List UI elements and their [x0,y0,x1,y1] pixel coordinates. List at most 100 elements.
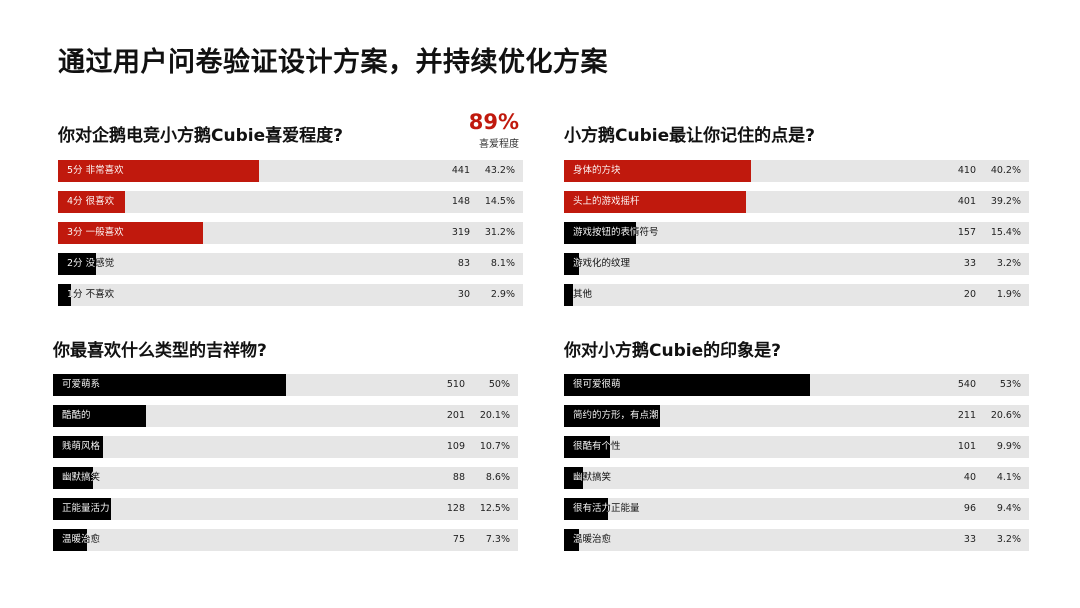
bar-label: 酷酷的 [62,405,91,427]
bar-label: 很有活力正能量 [573,498,640,520]
bar-percent: 1.9% [996,289,1021,300]
bar-row: 5分 非常喜欢 441 43.2% [58,160,523,182]
bar-percent: 3.2% [996,258,1021,269]
bar [58,253,96,275]
bar-count: 410 [957,165,976,176]
bar [53,498,112,520]
bar-percent: 14.5% [484,196,515,207]
bar [564,284,573,306]
bar-label: 4分 很喜欢 [67,191,114,213]
bar [564,191,747,213]
bar-count: 30 [457,289,470,300]
bar-percent: 40.2% [990,165,1021,176]
bar-row: 幽默搞笑 88 8.6% [53,467,518,489]
bar [58,284,72,306]
bar-count: 75 [452,534,465,545]
bar-count: 20 [963,289,976,300]
bar-percent: 31.2% [484,227,515,238]
bar [564,405,660,427]
bar-label: 其他 [573,284,592,306]
bar-percent: 15.4% [990,227,1021,238]
bar-label: 幽默搞笑 [573,467,611,489]
bar-count: 40 [963,472,976,483]
bar-count: 441 [451,165,470,176]
bar-row: 很有活力正能量 96 9.4% [564,498,1029,520]
bar-label: 贱萌风格 [62,436,100,458]
bar-row: 幽默搞笑 40 4.1% [564,467,1029,489]
bar-row: 可爱萌系 510 50% [53,374,518,396]
bar [58,160,259,182]
chart-title: 你对企鹅电竞小方鹅Cubie喜爱程度? [58,126,343,146]
bar-count: 201 [446,410,465,421]
bar-count: 101 [957,441,976,452]
chart-title: 小方鹅Cubie最让你记住的点是? [564,126,815,146]
bar-percent: 20.6% [990,410,1021,421]
bar-percent: 9.4% [996,503,1021,514]
bar-count: 88 [452,472,465,483]
bar-count: 33 [963,534,976,545]
bar-label: 可爱萌系 [62,374,100,396]
bar-count: 109 [446,441,465,452]
bar-percent: 43.2% [484,165,515,176]
bar-percent: 9.9% [996,441,1021,452]
bar-label: 1分 不喜欢 [67,284,114,306]
bar-percent: 7.3% [485,534,510,545]
bar [53,436,103,458]
bar-percent: 8.1% [490,258,515,269]
bar-row: 1分 不喜欢 30 2.9% [58,284,523,306]
highlight-label: 喜爱程度 [479,139,519,150]
bar [564,374,811,396]
bar [53,529,87,551]
bar-label: 正能量活力 [62,498,110,520]
bar-label: 5分 非常喜欢 [67,160,124,182]
bar [53,405,147,427]
bar-row: 2分 没感觉 83 8.1% [58,253,523,275]
bar-percent: 8.6% [485,472,510,483]
chart-panel-favorability: 你对企鹅电竞小方鹅Cubie喜爱程度? 89% 喜爱程度 5分 非常喜欢 441 4… [58,108,523,308]
bar-row: 酷酷的 201 20.1% [53,405,518,427]
bar-label: 2分 没感觉 [67,253,114,275]
bar-percent: 10.7% [479,441,510,452]
bar-label: 很酷有个性 [573,436,621,458]
bar-row: 温暖治愈 75 7.3% [53,529,518,551]
bar-row: 简约的方形，有点潮 211 20.6% [564,405,1029,427]
bar-count: 319 [451,227,470,238]
bar-label: 身体的方块 [573,160,621,182]
bar-label: 温暖治愈 [573,529,611,551]
bar-percent: 20.1% [479,410,510,421]
bar-row: 其他 20 1.9% [564,284,1029,306]
bar-percent: 2.9% [490,289,515,300]
bar-percent: 3.2% [996,534,1021,545]
bar [564,529,579,551]
bar-row: 温暖治愈 33 3.2% [564,529,1029,551]
bar [564,160,751,182]
bar [564,253,579,275]
bar-count: 96 [963,503,976,514]
bar-label: 游戏化的纹理 [573,253,630,275]
bar-row: 3分 一般喜欢 319 31.2% [58,222,523,244]
bar-percent: 12.5% [479,503,510,514]
bar-label: 幽默搞笑 [62,467,100,489]
bar-count: 33 [963,258,976,269]
bar-count: 540 [957,379,976,390]
bar-row: 4分 很喜欢 148 14.5% [58,191,523,213]
chart-panel-mascot-type: 你最喜欢什么类型的吉祥物? 可爱萌系 510 50% 酷酷的 201 20.1% 贱萌风格 1… [53,326,518,556]
bar-percent: 50% [488,379,510,390]
bar-row: 贱萌风格 109 10.7% [53,436,518,458]
bar-label: 3分 一般喜欢 [67,222,124,244]
bar-label: 游戏按钮的表情符号 [573,222,659,244]
bar-count: 157 [957,227,976,238]
bar-percent: 39.2% [990,196,1021,207]
bar-row: 很酷有个性 101 9.9% [564,436,1029,458]
chart-panel-impression: 你对小方鹅Cubie的印象是? 很可爱很萌 540 53% 简约的方形，有点潮 211 2… [564,326,1029,556]
bar-label: 温暖治愈 [62,529,100,551]
bar-row: 游戏按钮的表情符号 157 15.4% [564,222,1029,244]
bar-count: 148 [451,196,470,207]
chart-panel-memorable-points: 小方鹅Cubie最让你记住的点是? 身体的方块 410 40.2% 头上的游戏摇杆 40… [564,108,1029,308]
bar [53,467,93,489]
bar-count: 510 [446,379,465,390]
bar-count: 128 [446,503,465,514]
bar-row: 很可爱很萌 540 53% [564,374,1029,396]
bar [564,436,611,458]
bar-count: 401 [957,196,976,207]
